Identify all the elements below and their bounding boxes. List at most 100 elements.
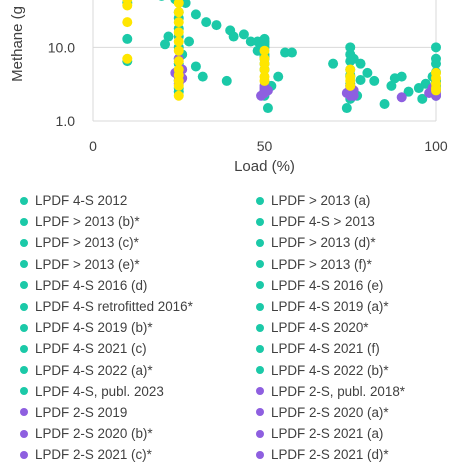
legend-marker bbox=[20, 323, 28, 332]
legend-marker bbox=[20, 344, 28, 353]
data-point-s25 bbox=[348, 90, 359, 101]
data-point-s10 bbox=[228, 31, 239, 42]
data-point-s20 bbox=[396, 92, 407, 103]
legend-item: LPDF > 2013 (b)* bbox=[20, 211, 256, 232]
legend-item: LPDF 4-S, publ. 2023 bbox=[20, 381, 256, 402]
data-point-s12 bbox=[252, 36, 263, 47]
legend-label: LPDF 4-S 2022 (a)* bbox=[35, 362, 153, 378]
data-point-s7 bbox=[190, 9, 201, 20]
legend-label: LPDF 4-S 2022 (b)* bbox=[271, 362, 389, 378]
data-point-s26 bbox=[173, 80, 184, 91]
legend-marker bbox=[20, 260, 28, 269]
data-point-s13 bbox=[163, 31, 174, 42]
legend-marker bbox=[20, 217, 28, 226]
legend-label: LPDF 4-S 2021 (f) bbox=[271, 341, 380, 357]
legend-item: LPDF 4-S 2016 (d) bbox=[20, 275, 256, 296]
data-point-s4 bbox=[158, 0, 165, 1]
legend-item: LPDF 4-S 2022 (a)* bbox=[20, 360, 256, 381]
data-point-s26 bbox=[345, 80, 356, 91]
legend-label: LPDF 4-S 2016 (e) bbox=[271, 277, 384, 293]
legend-label: LPDF > 2013 (f)* bbox=[271, 256, 372, 272]
data-point-s7 bbox=[355, 58, 366, 69]
data-point-s26 bbox=[173, 0, 184, 8]
data-point-s11 bbox=[286, 47, 297, 58]
legend-label: LPDF 2-S 2021 (d)* bbox=[271, 447, 389, 463]
legend-marker bbox=[256, 344, 264, 353]
data-point-s17 bbox=[259, 36, 270, 47]
data-point-s26 bbox=[173, 56, 184, 67]
legend-item: LPDF 2-S 2021 (c)* bbox=[20, 444, 256, 465]
y-tick-label: 10.0 bbox=[48, 39, 75, 55]
data-point-s26 bbox=[431, 85, 441, 96]
legend-marker bbox=[20, 238, 28, 247]
legend-label: LPDF 4-S retrofitted 2016* bbox=[35, 299, 193, 315]
legend-marker bbox=[20, 429, 28, 438]
data-point-s0 bbox=[345, 42, 356, 53]
data-point-s26 bbox=[259, 45, 270, 56]
x-tick-label: 50 bbox=[257, 138, 273, 154]
legend-marker bbox=[256, 196, 264, 205]
data-point-s26 bbox=[259, 75, 270, 86]
legend-label: LPDF 4-S > 2013 bbox=[271, 214, 375, 230]
legend-marker bbox=[256, 366, 264, 375]
legend-item: LPDF 4-S 2012 bbox=[20, 190, 256, 211]
legend-marker bbox=[20, 366, 28, 375]
legend-item: LPDF 2-S 2020 (a)* bbox=[256, 402, 470, 423]
plot-axes: 10.0 1.0 0 50 100 Load (%) Methane (g bbox=[9, 6, 448, 175]
data-point-s11 bbox=[245, 36, 256, 47]
legend-item: LPDF 2-S, publ. 2018* bbox=[256, 381, 470, 402]
data-point-s9 bbox=[211, 20, 222, 31]
legend-item: LPDF 4-S 2016 (e) bbox=[256, 275, 470, 296]
data-point-s26 bbox=[122, 17, 133, 28]
data-point-s9 bbox=[221, 75, 232, 86]
legend-marker bbox=[256, 387, 264, 396]
data-point-s14 bbox=[160, 39, 171, 50]
legend-item: LPDF > 2013 (a) bbox=[256, 190, 470, 211]
data-point-s12 bbox=[341, 103, 352, 114]
data-point-s26 bbox=[122, 53, 133, 64]
legend-marker bbox=[256, 450, 264, 459]
legend: LPDF 4-S 2012 LPDF > 2013 (a) LPDF > 2013 … bbox=[20, 190, 470, 465]
legend-label: LPDF 2-S 2020 (a)* bbox=[271, 404, 389, 420]
legend-label: LPDF 4-S 2016 (d) bbox=[35, 277, 148, 293]
legend-item: LPDF > 2013 (d)* bbox=[256, 232, 470, 253]
data-point-s26 bbox=[173, 27, 184, 38]
data-point-s14 bbox=[355, 75, 366, 86]
legend-item: LPDF > 2013 (e)* bbox=[20, 254, 256, 275]
legend-marker bbox=[256, 302, 264, 311]
legend-item: LPDF 4-S retrofitted 2016* bbox=[20, 296, 256, 317]
legend-item: LPDF 4-S 2020* bbox=[256, 317, 470, 338]
legend-marker bbox=[20, 302, 28, 311]
data-point-s10 bbox=[280, 47, 291, 58]
legend-label: LPDF > 2013 (e)* bbox=[35, 256, 140, 272]
data-point-s11 bbox=[386, 80, 397, 91]
legend-marker bbox=[256, 408, 264, 417]
scatter-chart: 10.0 1.0 0 50 100 Load (%) Methane (g bbox=[9, 0, 448, 175]
data-point-s8 bbox=[413, 83, 424, 94]
legend-item: LPDF 4-S 2019 (a)* bbox=[256, 296, 470, 317]
legend-label: LPDF 2-S 2021 (a) bbox=[271, 426, 384, 442]
legend-label: LPDF 2-S, publ. 2018* bbox=[271, 383, 405, 399]
legend-marker bbox=[20, 196, 28, 205]
legend-item: LPDF 2-S 2020 (b)* bbox=[20, 423, 256, 444]
data-point-s26 bbox=[173, 90, 184, 101]
data-point-s11 bbox=[389, 73, 400, 84]
legend-marker bbox=[20, 281, 28, 290]
data-point-s26 bbox=[173, 17, 184, 28]
legend-marker bbox=[256, 260, 264, 269]
legend-item: LPDF 4-S 2021 (c) bbox=[20, 338, 256, 359]
legend-label: LPDF > 2013 (a) bbox=[271, 193, 371, 209]
legend-label: LPDF 2-S 2021 (c)* bbox=[35, 447, 152, 463]
data-point-s26 bbox=[345, 64, 356, 75]
legend-label: LPDF 4-S 2021 (c) bbox=[35, 341, 147, 357]
data-point-s6 bbox=[184, 36, 195, 47]
legend-marker bbox=[256, 238, 264, 247]
data-point-s9 bbox=[403, 86, 414, 97]
legend-label: LPDF > 2013 (c)* bbox=[35, 235, 139, 251]
data-point-s26 bbox=[122, 0, 133, 11]
legend-marker bbox=[256, 429, 264, 438]
data-point-s25 bbox=[259, 87, 270, 98]
data-point-s26 bbox=[173, 36, 184, 47]
data-point-s10 bbox=[379, 99, 390, 110]
data-point-s17 bbox=[345, 49, 356, 60]
